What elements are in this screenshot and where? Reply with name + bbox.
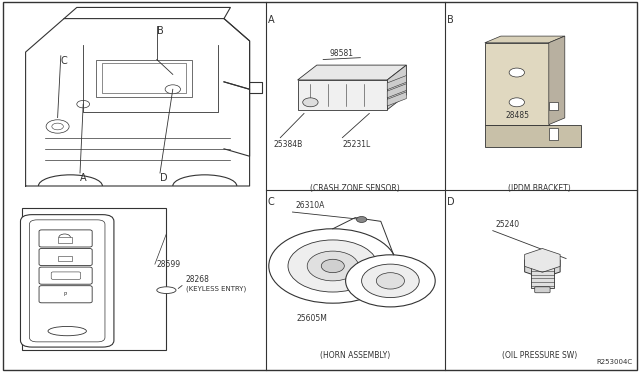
Circle shape [165,85,180,94]
Circle shape [303,98,318,107]
FancyBboxPatch shape [96,60,192,97]
Text: D: D [160,173,168,183]
Circle shape [77,100,90,108]
Text: (OIL PRESSURE SW): (OIL PRESSURE SW) [502,351,577,360]
Text: (CRASH ZONE SENSOR): (CRASH ZONE SENSOR) [310,184,400,193]
Text: R253004C: R253004C [596,359,632,365]
FancyBboxPatch shape [51,272,81,279]
FancyBboxPatch shape [39,248,92,266]
FancyBboxPatch shape [58,256,72,261]
Polygon shape [485,43,548,125]
Text: 25384B: 25384B [274,140,303,148]
Text: 28599: 28599 [157,260,181,269]
Text: C: C [268,197,275,207]
Text: 25240: 25240 [496,220,520,229]
Circle shape [362,264,419,298]
Text: D: D [447,197,454,207]
Text: 28268: 28268 [186,275,209,284]
Circle shape [509,68,524,77]
Circle shape [269,229,397,303]
Text: (IPDM BRACKET): (IPDM BRACKET) [508,184,571,193]
Text: B: B [447,15,454,25]
Polygon shape [485,125,581,147]
FancyBboxPatch shape [3,2,637,370]
Text: 25605M: 25605M [297,314,328,323]
Polygon shape [548,36,564,125]
FancyBboxPatch shape [58,237,72,243]
Circle shape [307,251,358,281]
Text: 28485: 28485 [506,111,530,120]
Circle shape [509,98,524,107]
Text: 25231L: 25231L [342,140,371,148]
FancyBboxPatch shape [531,266,554,288]
FancyBboxPatch shape [20,215,114,347]
FancyBboxPatch shape [548,102,558,110]
Text: B: B [157,26,164,36]
FancyBboxPatch shape [39,286,92,303]
Text: 98581: 98581 [330,49,354,58]
Text: A: A [268,15,274,25]
FancyBboxPatch shape [39,230,92,247]
FancyBboxPatch shape [39,267,92,284]
Text: (HORN ASSEMBLY): (HORN ASSEMBLY) [320,351,390,360]
FancyBboxPatch shape [22,208,166,350]
Polygon shape [485,36,564,43]
Text: P: P [63,292,67,297]
Circle shape [376,273,404,289]
Text: C: C [61,56,68,66]
Polygon shape [387,92,406,106]
Circle shape [321,259,344,273]
FancyBboxPatch shape [534,287,550,293]
FancyBboxPatch shape [298,80,387,110]
Circle shape [46,120,69,133]
Circle shape [52,123,63,130]
Text: (KEYLESS ENTRY): (KEYLESS ENTRY) [186,285,246,292]
Polygon shape [298,65,406,80]
Text: 26310A: 26310A [296,201,325,210]
Polygon shape [387,84,406,98]
Text: A: A [80,173,86,183]
Polygon shape [387,65,406,110]
Circle shape [288,240,378,292]
Polygon shape [525,248,560,272]
Polygon shape [548,128,558,140]
Ellipse shape [48,327,86,336]
Polygon shape [387,76,406,90]
Circle shape [356,217,367,222]
Ellipse shape [157,287,176,294]
FancyBboxPatch shape [29,220,105,342]
Polygon shape [525,254,560,278]
FancyBboxPatch shape [102,63,186,93]
Circle shape [346,255,435,307]
